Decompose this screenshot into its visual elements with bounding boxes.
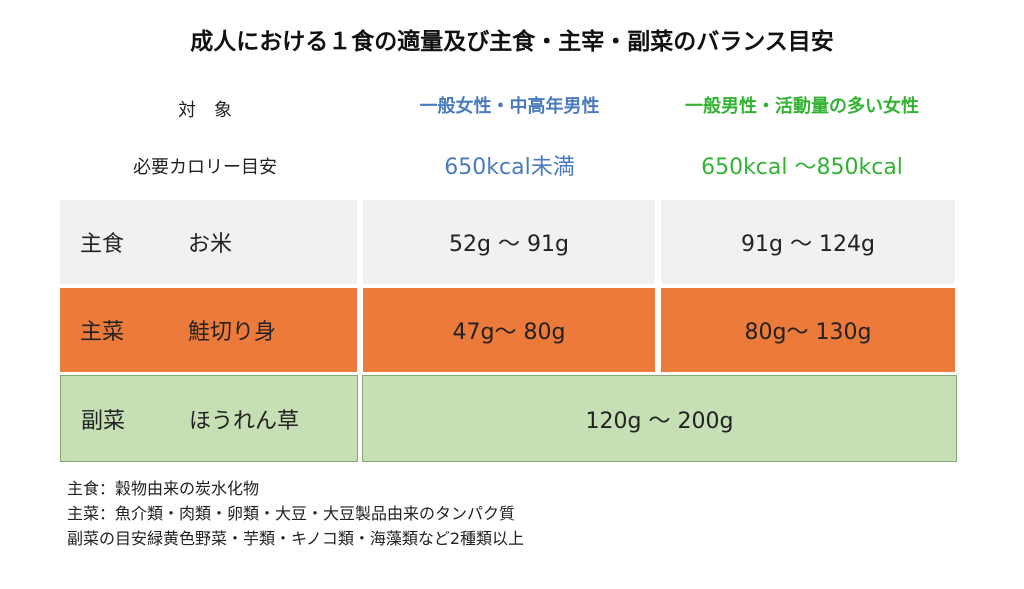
category-label: 副菜	[81, 408, 126, 434]
cell-side-merged: 120g ～ 200g	[362, 375, 957, 462]
category-label: 主菜	[80, 320, 125, 345]
row-label-staple: 主食 お米	[60, 200, 357, 284]
cell-staple-men: 91g ～ 124g	[661, 200, 955, 284]
row-label-main: 主菜 鮭切り身	[60, 288, 357, 372]
footnotes: 主食：穀物由来の炭水化物 主菜：魚介類・肉類・卵類・大豆・大豆製品由来のタンパク…	[67, 476, 524, 551]
footnote: 主食：穀物由来の炭水化物	[67, 479, 260, 498]
food-label: 鮭切り身	[188, 320, 277, 345]
cell-main-men: 80g～ 130g	[661, 288, 955, 372]
kcal-label: 必要カロリー目安	[133, 157, 277, 178]
column-header-men: 一般男性・活動量の多い女性	[685, 96, 919, 117]
food-label: ほうれん草	[189, 408, 300, 434]
cell-main-women: 47g～ 80g	[363, 288, 655, 372]
target-label: 対 象	[178, 100, 232, 121]
column-header-women: 一般女性・中高年男性	[419, 96, 600, 117]
footnote: 主菜：魚介類・肉類・卵類・大豆・大豆製品由来のタンパク質	[67, 504, 516, 523]
kcal-value-women: 650kcal未満	[444, 155, 575, 180]
kcal-value-men: 650kcal ～850kcal	[701, 155, 903, 180]
cell-staple-women: 52g ～ 91g	[363, 200, 655, 284]
row-label-side: 副菜 ほうれん草	[60, 375, 358, 462]
food-label: お米	[188, 232, 233, 257]
category-label: 主食	[80, 232, 125, 257]
footnote: 副菜の目安緑黄色野菜・芋類・キノコ類・海藻類など2種類以上	[67, 529, 525, 548]
page-title: 成人における１食の適量及び主食・主宰・副菜のバランス目安	[190, 29, 834, 55]
